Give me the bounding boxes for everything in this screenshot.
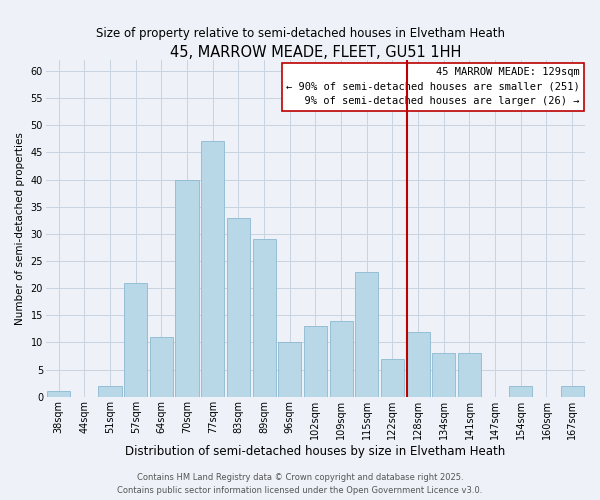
Bar <box>407 332 430 397</box>
Text: Contains HM Land Registry data © Crown copyright and database right 2025.
Contai: Contains HM Land Registry data © Crown c… <box>118 474 482 495</box>
Bar <box>253 240 275 397</box>
Bar <box>458 354 481 397</box>
X-axis label: Distribution of semi-detached houses by size in Elvetham Heath: Distribution of semi-detached houses by … <box>125 444 506 458</box>
Bar <box>98 386 122 397</box>
Bar <box>304 326 327 397</box>
Text: Size of property relative to semi-detached houses in Elvetham Heath: Size of property relative to semi-detach… <box>95 28 505 40</box>
Title: 45, MARROW MEADE, FLEET, GU51 1HH: 45, MARROW MEADE, FLEET, GU51 1HH <box>170 45 461 60</box>
Bar <box>47 392 70 397</box>
Bar <box>329 320 353 397</box>
Bar <box>150 337 173 397</box>
Y-axis label: Number of semi-detached properties: Number of semi-detached properties <box>15 132 25 325</box>
Bar <box>124 282 147 397</box>
Bar <box>381 359 404 397</box>
Bar <box>432 354 455 397</box>
Bar <box>509 386 532 397</box>
Bar <box>201 142 224 397</box>
Text: 45 MARROW MEADE: 129sqm
← 90% of semi-detached houses are smaller (251)
  9% of : 45 MARROW MEADE: 129sqm ← 90% of semi-de… <box>286 66 580 106</box>
Bar <box>560 386 584 397</box>
Bar <box>175 180 199 397</box>
Bar <box>278 342 301 397</box>
Bar <box>355 272 379 397</box>
Bar <box>227 218 250 397</box>
